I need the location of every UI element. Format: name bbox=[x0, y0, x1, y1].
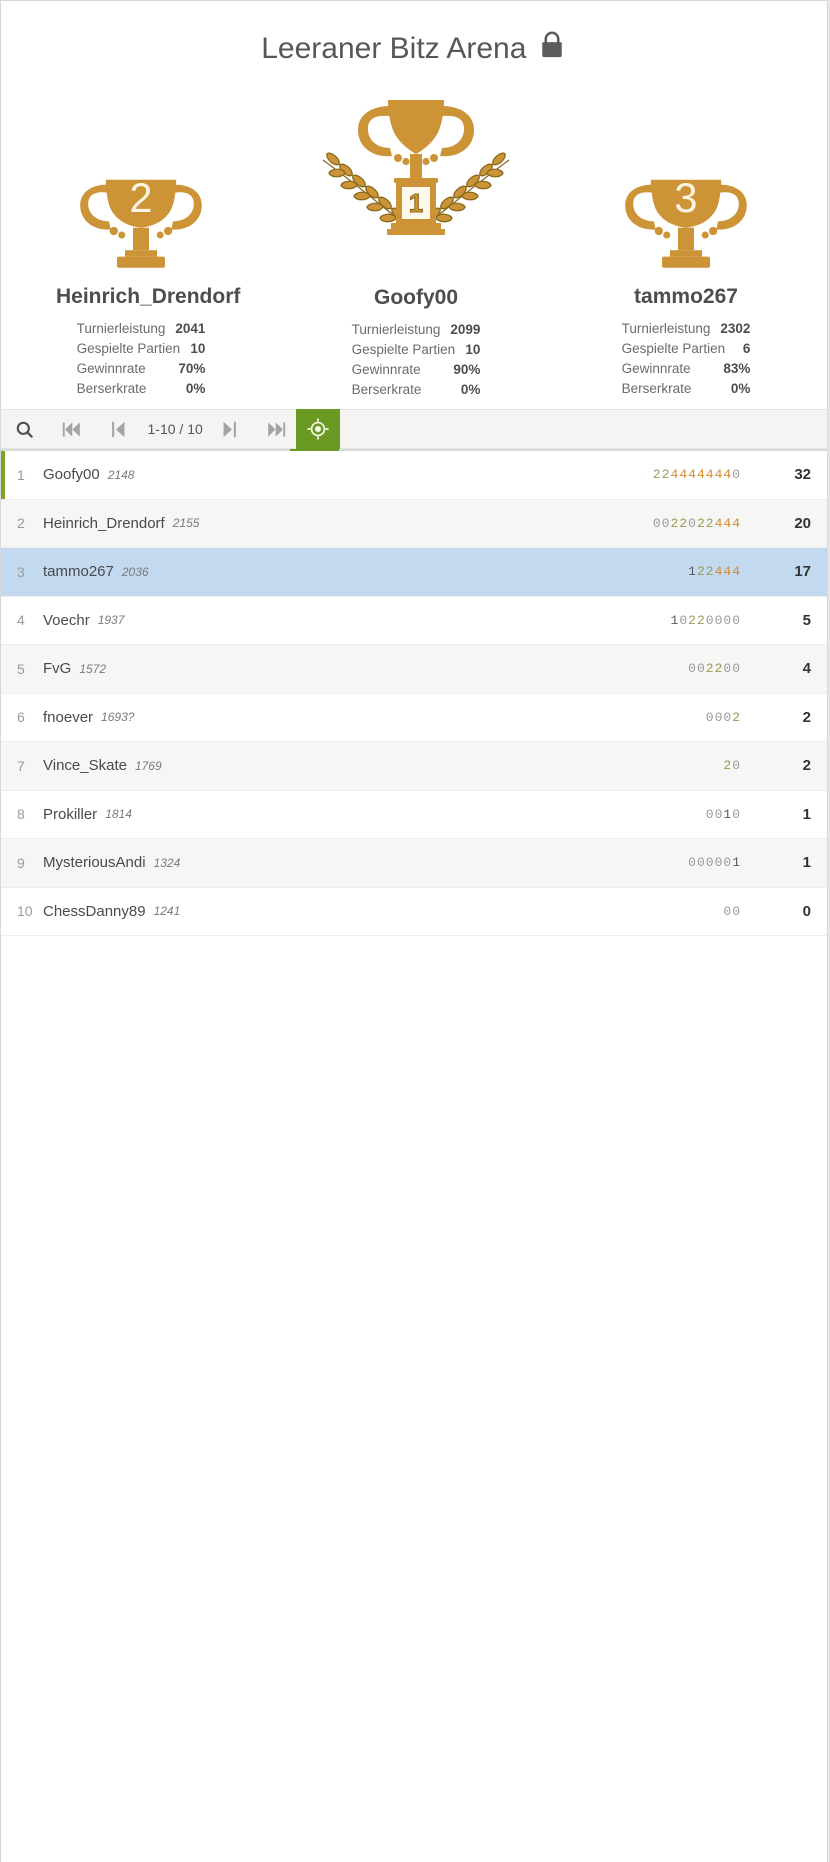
svg-text:1: 1 bbox=[409, 188, 423, 218]
svg-text:3: 3 bbox=[674, 174, 697, 221]
svg-text:2: 2 bbox=[129, 174, 152, 221]
